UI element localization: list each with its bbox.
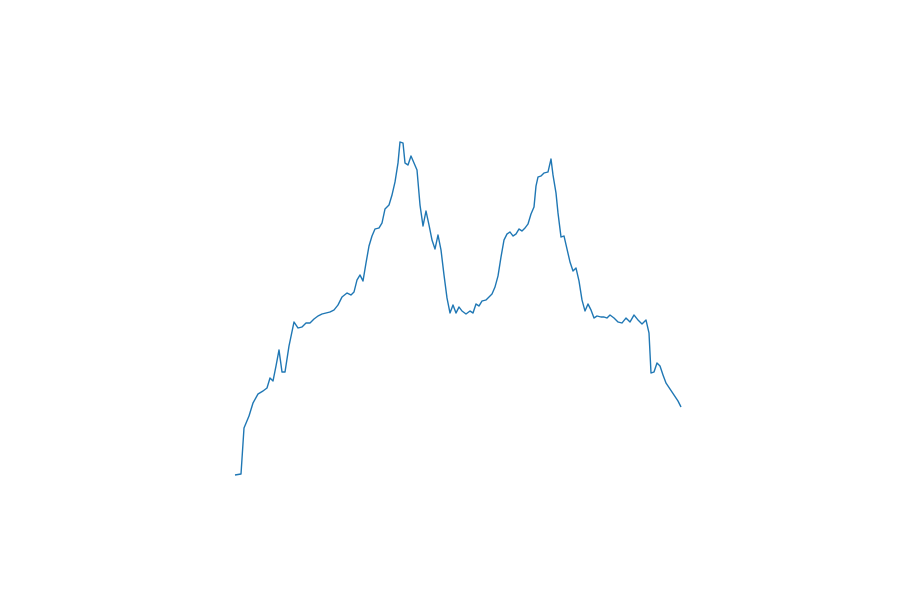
data-line [234, 141, 682, 476]
